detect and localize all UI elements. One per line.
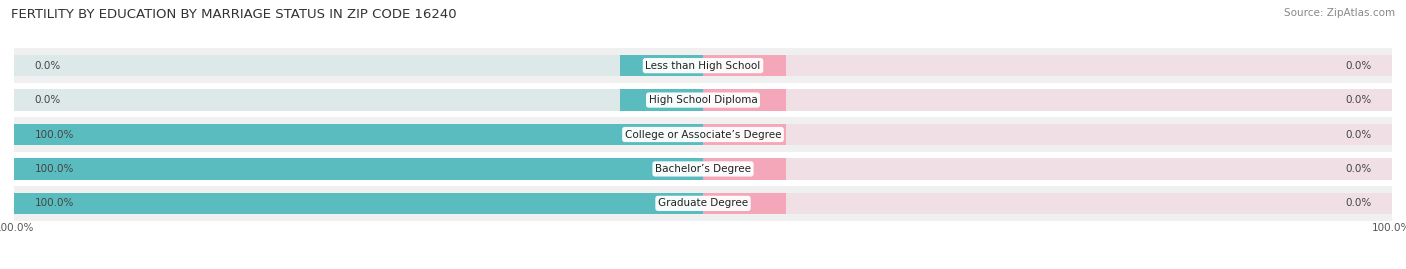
Bar [14,89,703,111]
Bar [14,158,703,180]
Bar [703,158,1392,180]
Bar [14,186,1392,221]
Text: 100.0%: 100.0% [35,129,75,140]
Text: 0.0%: 0.0% [35,61,60,71]
Text: High School Diploma: High School Diploma [648,95,758,105]
Bar [14,117,1392,152]
Text: Source: ZipAtlas.com: Source: ZipAtlas.com [1284,8,1395,18]
Text: Less than High School: Less than High School [645,61,761,71]
Bar [14,152,1392,186]
Bar [14,48,1392,83]
Bar [14,193,703,214]
Bar [703,193,1392,214]
Text: 100.0%: 100.0% [35,164,75,174]
Text: Graduate Degree: Graduate Degree [658,198,748,208]
Text: FERTILITY BY EDUCATION BY MARRIAGE STATUS IN ZIP CODE 16240: FERTILITY BY EDUCATION BY MARRIAGE STATU… [11,8,457,21]
Text: 0.0%: 0.0% [35,95,60,105]
Text: 100.0%: 100.0% [35,198,75,208]
Bar [703,89,1392,111]
Bar [703,55,786,76]
Bar [14,83,1392,117]
Text: 0.0%: 0.0% [1346,61,1371,71]
Bar [703,193,786,214]
Text: 0.0%: 0.0% [1346,198,1371,208]
Text: College or Associate’s Degree: College or Associate’s Degree [624,129,782,140]
Bar [14,55,703,76]
Text: Bachelor’s Degree: Bachelor’s Degree [655,164,751,174]
Bar [703,158,786,180]
Bar [620,89,703,111]
Bar [703,55,1392,76]
Bar [14,124,703,145]
Bar [14,124,703,145]
Text: 0.0%: 0.0% [1346,164,1371,174]
Bar [703,89,786,111]
Bar [703,124,1392,145]
Bar [14,193,703,214]
Text: 0.0%: 0.0% [1346,129,1371,140]
Bar [14,158,703,180]
Text: 0.0%: 0.0% [1346,95,1371,105]
Bar [703,124,786,145]
Bar [620,55,703,76]
